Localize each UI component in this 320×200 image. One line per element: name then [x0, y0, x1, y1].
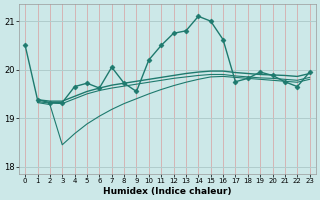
X-axis label: Humidex (Indice chaleur): Humidex (Indice chaleur) — [103, 187, 232, 196]
